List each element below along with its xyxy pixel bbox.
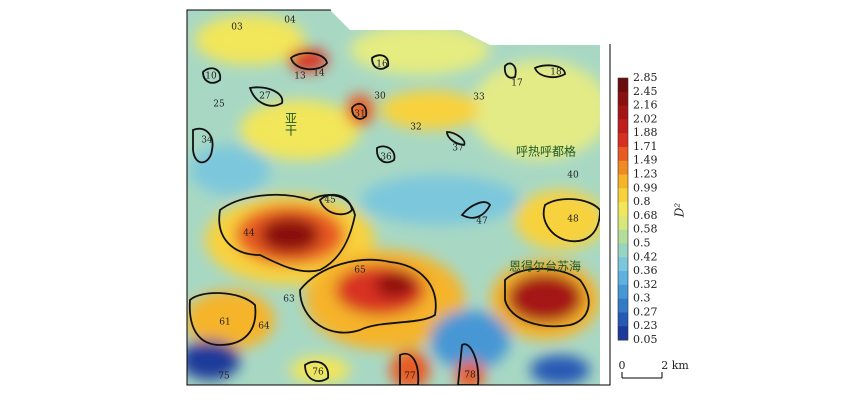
contour-label: 47 bbox=[476, 217, 488, 227]
colorbar-label: 0.68 bbox=[633, 209, 658, 222]
contour-label: 37 bbox=[452, 144, 464, 154]
contour-label: 75 bbox=[218, 372, 230, 382]
colorbar-bin bbox=[618, 271, 628, 286]
colorbar-bin bbox=[618, 91, 628, 107]
colorbar-bin bbox=[618, 146, 628, 162]
contour-label: 31 bbox=[354, 110, 365, 120]
contour-label: 33 bbox=[473, 93, 485, 103]
colorbar-label: 2.45 bbox=[633, 85, 658, 98]
colorbar-bin bbox=[618, 257, 628, 272]
contour-labels: 03 04 10 13 14 16 17 18 25 27 30 31 32 33 34 36 37 40 44 45… bbox=[201, 16, 579, 382]
colorbar-bin bbox=[618, 298, 628, 313]
colorbar-label: 1.49 bbox=[633, 154, 658, 167]
colorbar-label: 0.3 bbox=[633, 292, 651, 305]
contour-label: 17 bbox=[511, 79, 523, 89]
contour-label: 30 bbox=[374, 92, 386, 102]
contour-label: 77 bbox=[404, 372, 416, 382]
colorbar-label: 0.5 bbox=[633, 236, 651, 249]
colorbar-label: 0.32 bbox=[633, 278, 658, 291]
contour-label: 78 bbox=[464, 371, 476, 381]
colorbar-label: 2.02 bbox=[633, 112, 658, 125]
contour-label: 27 bbox=[259, 92, 271, 102]
contour-label: 16 bbox=[376, 60, 388, 70]
colorbar-bin bbox=[618, 215, 628, 231]
contour-label: 44 bbox=[243, 229, 255, 239]
colorbar-bin bbox=[618, 326, 628, 341]
colorbar-bin bbox=[618, 160, 628, 176]
contour-label: 63 bbox=[283, 295, 295, 305]
colorbar-label: 0.99 bbox=[633, 181, 658, 194]
colorbar-label: 0.36 bbox=[633, 264, 658, 277]
contour-label: 40 bbox=[567, 171, 579, 181]
colorbar-bin bbox=[618, 284, 628, 300]
contour-label: 32 bbox=[410, 123, 421, 133]
contour-label: 61 bbox=[219, 318, 230, 328]
contour-label: 76 bbox=[312, 368, 324, 378]
place-name: 呼热呼都格 bbox=[516, 144, 576, 159]
contour-label: 34 bbox=[201, 136, 213, 146]
contour-label: 04 bbox=[284, 16, 296, 26]
colorbar-label: 0.58 bbox=[633, 223, 658, 236]
colorbar-bin bbox=[618, 78, 628, 93]
map-raster bbox=[187, 10, 600, 385]
contours bbox=[188, 52, 600, 385]
colorbar-label: 2.16 bbox=[633, 99, 658, 112]
contour-label: 65 bbox=[354, 266, 366, 276]
colorbar-label: 0.8 bbox=[633, 195, 651, 208]
colorbar-label: 1.23 bbox=[633, 168, 658, 181]
contour-label: 10 bbox=[205, 72, 217, 82]
colorbar-bin bbox=[618, 105, 628, 120]
scale-start: 0 bbox=[619, 359, 626, 372]
contour-label: 18 bbox=[550, 68, 562, 78]
colorbar-label: 0.23 bbox=[633, 319, 658, 332]
colorbar-bin bbox=[618, 119, 628, 134]
scale-end: 2 km bbox=[661, 359, 689, 372]
colorbar-bin bbox=[618, 188, 628, 203]
colorbar-label: 0.42 bbox=[633, 250, 658, 263]
contour-label: 14 bbox=[313, 69, 325, 79]
contour-label: 64 bbox=[258, 322, 270, 332]
colorbar-label: 1.71 bbox=[633, 140, 658, 153]
contour-label: 03 bbox=[231, 23, 243, 33]
colorbar-label: 0.27 bbox=[633, 305, 658, 318]
contour-label: 48 bbox=[567, 215, 579, 225]
colorbar-bin bbox=[618, 133, 628, 148]
colorbar-frame bbox=[617, 77, 629, 341]
colorbar-bin bbox=[618, 243, 628, 258]
map-mask bbox=[330, 9, 611, 44]
place-name: 恩得尔台苏海 bbox=[509, 259, 581, 274]
place-name: 亚干 bbox=[284, 112, 298, 136]
colorbar-bin bbox=[618, 312, 628, 327]
legend-title: D² bbox=[673, 203, 687, 219]
colorbar-label: 2.85 bbox=[633, 71, 658, 84]
colorbar-bin bbox=[618, 229, 628, 244]
contour-label: 13 bbox=[294, 72, 306, 82]
colorbar-bin bbox=[618, 174, 628, 189]
colorbar: 2.852.452.162.021.881.711.491.230.990.80… bbox=[617, 71, 658, 346]
contour-label: 36 bbox=[380, 153, 392, 163]
colorbar-label: 0.05 bbox=[633, 333, 658, 346]
contour-label: 45 bbox=[324, 196, 336, 206]
colorbar-bin bbox=[618, 202, 628, 217]
colorbar-label: 1.88 bbox=[633, 126, 658, 139]
contour-label: 25 bbox=[213, 100, 225, 110]
